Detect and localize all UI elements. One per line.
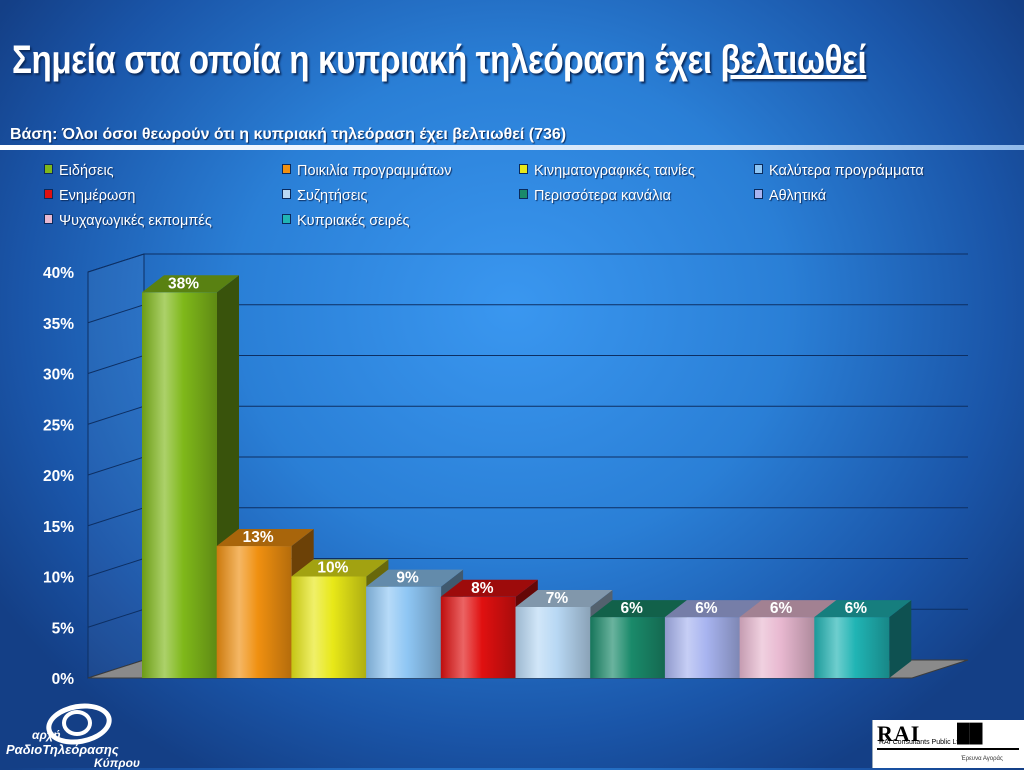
data-label: 6%: [770, 600, 793, 617]
bar-front: [590, 617, 666, 678]
logo-company-name: RAI Consultants Public Ltd: [879, 739, 963, 746]
gridline-side: [87, 558, 145, 577]
bar-front: [366, 586, 442, 678]
logo-tagline: Έρευνα Αγοράς: [961, 756, 1003, 762]
legend-item: Περισσότερα κανάλια: [519, 188, 671, 204]
research-company-logo: RAI ██ RAI Consultants Public Ltd Έρευνα…: [872, 720, 1024, 768]
data-label: 7%: [546, 590, 569, 607]
legend-label: Ειδήσεις: [59, 163, 114, 179]
bar-front: [664, 617, 740, 678]
bar-top: [515, 589, 613, 607]
data-label: 10%: [317, 560, 348, 577]
bar: [366, 569, 464, 678]
y-tick-label: 40%: [43, 265, 74, 282]
gridline-side: [87, 355, 145, 374]
y-tick-label: 0%: [52, 671, 75, 688]
y-tick-label: 25%: [43, 417, 74, 434]
title-main: Σημεία στα οποία η κυπριακή τηλεόραση έχ…: [12, 38, 721, 82]
legend-item: Καλύτερα προγράμματα: [754, 163, 924, 179]
legend-item: Ποικιλία προγραμμάτων: [282, 163, 452, 179]
legend-item: Ψυχαγωγικές εκπομπές: [44, 213, 212, 229]
bar-top: [291, 559, 389, 577]
bar-top: [366, 569, 464, 587]
logo-inner-ring-icon: [62, 710, 92, 736]
data-label: 8%: [471, 580, 494, 597]
bar-front: [440, 596, 516, 678]
bar-top: [590, 600, 688, 618]
y-tick-label: 5%: [52, 620, 75, 637]
gridline-side: [87, 405, 145, 425]
data-label: 6%: [620, 600, 643, 617]
bar-chart: 0% 5% 10% 15% 20% 25% 30% 35% 40% 38% 13% 10% 9% 8% 7%…: [43, 253, 969, 688]
legend-swatch: [754, 189, 763, 199]
bar-front: [142, 292, 217, 678]
legend-item: Συζητήσεις: [282, 188, 368, 204]
legend-label: Συζητήσεις: [297, 188, 368, 204]
gridline-side: [87, 253, 145, 273]
logo-divider: [877, 748, 1019, 750]
title-underlined-word: βελτιωθεί: [720, 38, 867, 82]
legend-label: Κινηματογραφικές ταινίες: [534, 163, 695, 179]
legend-item: Κυπριακές σειρές: [282, 213, 410, 229]
legend-swatch: [282, 189, 291, 199]
legend-item: Αθλητικά: [754, 188, 826, 204]
legend-label: Αθλητικά: [769, 188, 827, 204]
legend-swatch: [282, 164, 291, 174]
legend-label: Ψυχαγωγικές εκπομπές: [59, 213, 212, 229]
y-tick-label: 10%: [43, 570, 74, 587]
data-label: 13%: [243, 529, 274, 546]
logo-line-1: αρχή: [32, 728, 61, 742]
legend-swatch: [754, 164, 763, 174]
gridline-side: [87, 608, 145, 628]
bar-front: [739, 617, 815, 678]
bar-side: [889, 600, 912, 678]
legend-item: Ενημέρωση: [44, 188, 135, 204]
bar-front: [814, 617, 890, 678]
logo-brand: RAI: [877, 721, 921, 746]
legend-item: Κινηματογραφικές ταινίες: [519, 163, 695, 179]
legend-swatch: [44, 189, 53, 199]
bar-front: [216, 546, 292, 678]
data-label: 6%: [695, 600, 718, 617]
bar: [814, 600, 912, 678]
legend-swatch: [44, 214, 53, 224]
legend-label: Περισσότερα κανάλια: [534, 188, 671, 204]
gridline-side: [87, 304, 145, 324]
legend-label: Ποικιλία προγραμμάτων: [297, 163, 452, 179]
legend-label: Ενημέρωση: [59, 188, 136, 204]
base-note: Βάση: Όλοι όσοι θεωρούν ότι η κυπριακή τ…: [10, 126, 567, 143]
y-tick-label: 15%: [43, 519, 74, 536]
bar-top: [814, 600, 912, 618]
bar-top: [664, 600, 762, 618]
bar-top: [440, 579, 538, 597]
bar-top: [739, 600, 837, 618]
legend-label: Κυπριακές σειρές: [297, 213, 410, 229]
gridline-side: [87, 456, 145, 476]
legend-swatch: [519, 164, 528, 174]
page-title: Σημεία στα οποία η κυπριακή τηλεόραση έχ…: [12, 38, 867, 83]
y-tick-label: 20%: [43, 468, 74, 485]
legend-item: Ειδήσεις: [44, 163, 114, 179]
bar-top: [142, 275, 239, 293]
data-label: 38%: [168, 275, 199, 292]
data-label: 6%: [845, 600, 868, 617]
logo-line-3: Κύπρου: [94, 756, 140, 770]
legend-label: Καλύτερα προγράμματα: [769, 163, 924, 179]
title-divider: [0, 145, 1024, 150]
bar-front: [291, 576, 367, 678]
logo-figures-icon: ██: [957, 723, 983, 743]
y-tick-label: 30%: [43, 367, 74, 384]
legend-swatch: [519, 189, 528, 199]
broadcaster-logo: αρχή ΡαδιοΤηλεόρασης Κύπρου: [2, 698, 152, 770]
logo-line-2: ΡαδιοΤηλεόρασης: [6, 742, 119, 757]
y-tick-label: 35%: [43, 316, 74, 333]
bar-front: [515, 606, 591, 678]
data-label: 9%: [396, 570, 419, 587]
gridline-side: [87, 507, 145, 527]
bar-top: [216, 529, 314, 547]
legend-swatch: [44, 164, 53, 174]
legend-swatch: [282, 214, 291, 224]
